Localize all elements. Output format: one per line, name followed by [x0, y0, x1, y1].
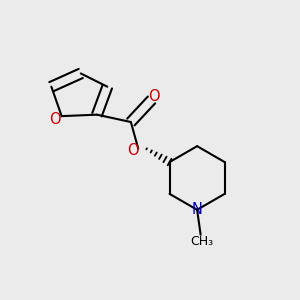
Text: CH₃: CH₃ — [190, 235, 213, 248]
Text: O: O — [50, 112, 61, 127]
Text: N: N — [192, 202, 203, 217]
Text: O: O — [127, 143, 139, 158]
Text: O: O — [148, 89, 160, 104]
